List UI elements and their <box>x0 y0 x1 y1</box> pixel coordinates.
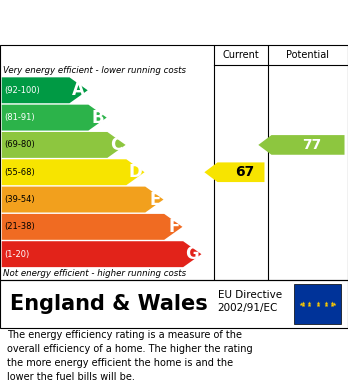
Text: Energy Efficiency Rating: Energy Efficiency Rating <box>10 14 239 32</box>
Bar <box>294 284 341 324</box>
Text: England & Wales: England & Wales <box>10 294 208 314</box>
Polygon shape <box>204 162 264 182</box>
Text: (39-54): (39-54) <box>4 195 35 204</box>
Polygon shape <box>2 132 126 158</box>
Text: 67: 67 <box>235 165 254 179</box>
Polygon shape <box>2 77 88 103</box>
Text: C: C <box>111 136 123 154</box>
Text: G: G <box>185 245 199 263</box>
Text: (81-91): (81-91) <box>4 113 35 122</box>
Text: (55-68): (55-68) <box>4 168 35 177</box>
Polygon shape <box>258 135 345 155</box>
Polygon shape <box>2 105 106 131</box>
Polygon shape <box>2 214 182 240</box>
Text: E: E <box>149 190 161 208</box>
Text: Potential: Potential <box>286 50 330 60</box>
Polygon shape <box>2 159 144 185</box>
Polygon shape <box>2 241 201 267</box>
Text: (21-38): (21-38) <box>4 222 35 231</box>
Text: (1-20): (1-20) <box>4 250 30 259</box>
Text: 77: 77 <box>302 138 321 152</box>
Text: B: B <box>91 109 104 127</box>
Text: Not energy efficient - higher running costs: Not energy efficient - higher running co… <box>3 269 187 278</box>
Text: D: D <box>128 163 142 181</box>
Text: Very energy efficient - lower running costs: Very energy efficient - lower running co… <box>3 66 187 75</box>
Polygon shape <box>2 187 164 212</box>
Text: Current: Current <box>223 50 259 60</box>
Text: EU Directive
2002/91/EC: EU Directive 2002/91/EC <box>218 290 282 313</box>
Text: (92-100): (92-100) <box>4 86 40 95</box>
Text: The energy efficiency rating is a measure of the
overall efficiency of a home. T: The energy efficiency rating is a measur… <box>7 330 253 382</box>
Text: A: A <box>72 81 85 99</box>
Text: (69-80): (69-80) <box>4 140 35 149</box>
Text: F: F <box>168 218 180 236</box>
